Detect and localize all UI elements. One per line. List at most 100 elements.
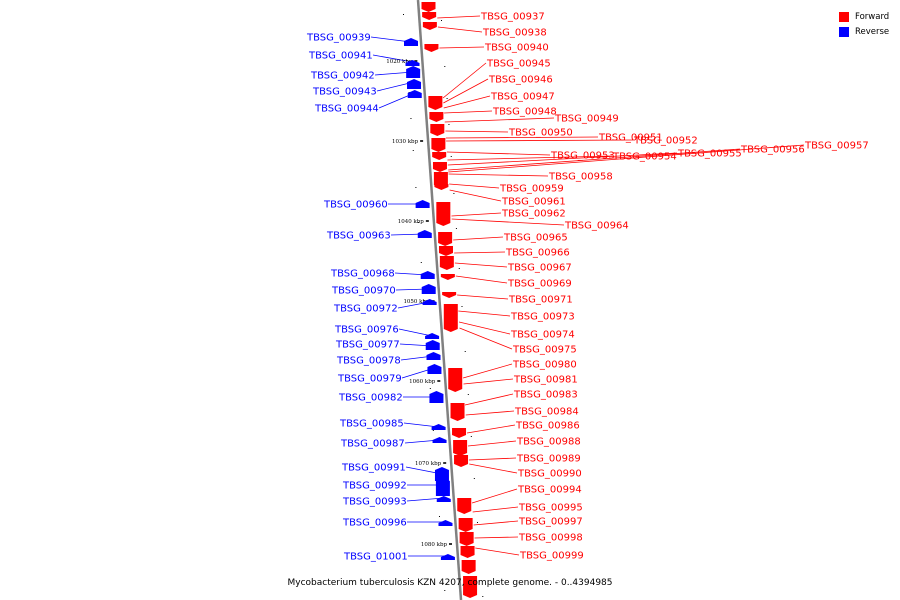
reverse-gene-shape <box>429 391 444 403</box>
reverse-gene-shape <box>421 284 436 294</box>
forward-leader-line <box>439 46 485 49</box>
forward-gene-label: TBSG_00999 <box>519 551 584 562</box>
position-dot <box>406 60 408 61</box>
reverse-gene-label: TBSG_00982 <box>338 393 403 404</box>
reverse-gene-label: TBSG_00942 <box>310 71 375 82</box>
forward-leader-line <box>446 151 551 156</box>
reverse-gene-shape <box>436 496 451 502</box>
forward-leader-line <box>469 463 518 474</box>
forward-gene-label: TBSG_00974 <box>510 330 575 341</box>
kbp-ticks: 1020 kbp 1030 kbp 1040 kbp 1050 kbp 1060 kbp… <box>386 14 484 597</box>
forward-leader-line <box>462 363 513 379</box>
reverse-leader-line <box>403 422 439 428</box>
legend-label-forward: Forward <box>855 11 890 22</box>
forward-gene-shape <box>448 368 463 392</box>
forward-gene-shape <box>438 232 453 246</box>
forward-gene-label: TBSG_00938 <box>482 28 547 39</box>
forward-gene-shape <box>432 162 447 172</box>
reverse-leader-line <box>406 497 444 502</box>
forward-gene-shape <box>429 112 444 122</box>
forward-gene-label: TBSG_00988 <box>516 437 581 448</box>
position-dot <box>450 156 452 157</box>
forward-gene-shape <box>459 532 474 546</box>
reverse-gene-label: TBSG_00992 <box>342 481 407 492</box>
forward-leader-line <box>437 15 481 19</box>
forward-gene-shape <box>440 274 455 280</box>
position-dot <box>432 430 434 431</box>
forward-leader-line <box>445 130 509 133</box>
forward-gene-label: TBSG_00962 <box>501 209 566 220</box>
reverse-gene-label: TBSG_00968 <box>330 269 395 280</box>
reverse-gene-shape <box>422 299 437 305</box>
reverse-gene-shape <box>440 554 455 560</box>
position-dot <box>417 222 419 223</box>
forward-leader-line <box>455 275 508 284</box>
forward-gene-label: TBSG_00951 <box>598 133 663 144</box>
position-dot <box>467 394 469 395</box>
forward-gene-label: TBSG_00990 <box>517 469 582 480</box>
forward-leader-line <box>472 506 519 513</box>
kbp-tick-label: 1070 kbp <box>415 461 442 467</box>
forward-leader-line <box>448 173 549 177</box>
forward-gene-label: TBSG_00955 <box>677 149 742 160</box>
forward-gene-label: TBSG_00957 <box>804 141 869 152</box>
reverse-gene-label: TBSG_00976 <box>334 325 399 336</box>
forward-gene-shape <box>436 202 451 226</box>
reverse-gene-shape <box>415 200 430 208</box>
forward-gene-label: TBSG_00975 <box>512 345 577 356</box>
position-dot <box>441 20 443 21</box>
position-dot <box>482 596 484 597</box>
position-dot <box>453 193 455 194</box>
forward-gene-label: TBSG_00945 <box>486 59 551 70</box>
position-dot <box>448 124 450 125</box>
forward-gene-shape <box>434 184 449 190</box>
forward-leader-line <box>451 218 565 226</box>
kbp-tick-label: 1040 kbp <box>398 219 425 225</box>
forward-gene-label: TBSG_00950 <box>508 128 573 139</box>
forward-gene-label: TBSG_00973 <box>510 312 575 323</box>
gene-features <box>404 2 478 598</box>
forward-leader-line <box>463 378 514 385</box>
forward-leader-line <box>464 393 514 406</box>
forward-gene-shape <box>422 12 437 20</box>
forward-gene-shape <box>422 22 437 30</box>
legend-label-reverse: Reverse <box>855 26 890 37</box>
kbp-tick-label: 1050 kbp <box>403 299 430 305</box>
reverse-gene-label: TBSG_00943 <box>312 87 377 98</box>
legend-item-forward: Forward <box>839 9 889 24</box>
position-dot <box>444 66 446 67</box>
reverse-gene-shape <box>407 79 422 89</box>
reverse-gene-shape <box>427 364 442 374</box>
forward-gene-shape <box>430 124 445 136</box>
forward-gene-label: TBSG_00959 <box>499 184 564 195</box>
position-dot <box>461 306 463 307</box>
forward-gene-label: TBSG_00983 <box>513 390 578 401</box>
position-dot <box>423 300 425 301</box>
kbp-tick-label: 1030 kbp <box>392 139 419 145</box>
forward-leader-line <box>448 148 741 171</box>
position-dot <box>473 478 475 479</box>
forward-leader-line <box>453 236 504 241</box>
forward-gene-shape <box>432 152 447 160</box>
forward-gene-label: TBSG_00949 <box>554 114 619 125</box>
forward-gene-shape <box>431 138 446 152</box>
genome-caption: Mycobacterium tuberculosis KZN 4207, com… <box>287 578 613 588</box>
forward-leader-line <box>444 117 555 123</box>
forward-leader-line <box>442 62 487 99</box>
legend-item-reverse: Reverse <box>839 24 889 39</box>
forward-gene-label: TBSG_00953 <box>550 151 615 162</box>
forward-gene-label: TBSG_00997 <box>518 517 583 528</box>
kbp-tick-label: 1080 kbp <box>421 542 448 548</box>
forward-gene-shape <box>428 96 443 110</box>
forward-gene-label: TBSG_00971 <box>508 295 573 306</box>
reverse-gene-label: TBSG_00993 <box>342 497 407 508</box>
forward-leader-line <box>457 294 509 300</box>
position-dot <box>476 522 478 523</box>
reverse-gene-shape <box>432 437 447 443</box>
forward-gene-label: TBSG_00946 <box>488 75 553 86</box>
forward-leader-line <box>443 95 491 109</box>
position-dot <box>412 150 414 151</box>
forward-leader-line <box>473 520 519 526</box>
forward-leader-line <box>451 212 502 217</box>
